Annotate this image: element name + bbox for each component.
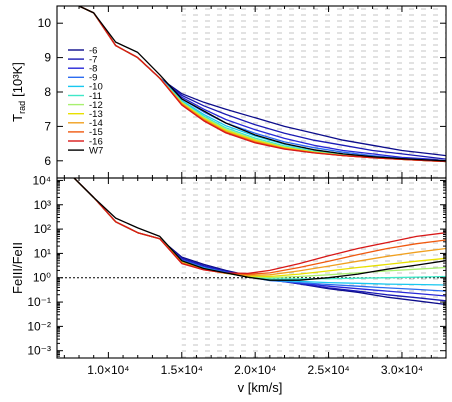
legend-label--12: -12 (89, 100, 103, 111)
legend-label--15: -15 (89, 127, 103, 138)
bottom-curve--16 (73, 178, 446, 275)
legend-label--10: -10 (89, 82, 103, 93)
top-curve-W7 (77, 6, 446, 162)
x-axis-label: v [km/s] (238, 380, 283, 395)
legend-label-W7: W7 (89, 145, 103, 156)
legend-label--16: -16 (89, 136, 103, 147)
x-ticks: 1.0×10⁴ 1.5×10⁴ 2.0×10⁴ 2.5×10⁴ 3.0×10⁴ (63, 6, 447, 377)
legend-label--6: -6 (89, 45, 97, 56)
x-tick-label: 1.5×10⁴ (161, 363, 203, 377)
top-y-tick-label: 9 (44, 51, 51, 65)
top-y-tick-label: 7 (44, 119, 51, 133)
x-tick-label: 3.0×10⁴ (381, 363, 423, 377)
top-y-tick-label: 10 (38, 16, 52, 30)
bottom-frame (56, 177, 447, 359)
legend-label--11: -11 (89, 91, 102, 102)
legend-label--8: -8 (89, 64, 97, 75)
bottom-curve-W7 (73, 178, 446, 281)
bottom-y-tick-label: 10¹ (34, 246, 51, 260)
bottom-y-ticks: 10⁻³ 10⁻² 10⁻¹ 10⁰ 10¹ 10² 10³ 10⁴ (27, 173, 446, 358)
bottom-y-tick-label: 10² (34, 222, 51, 236)
x-tick-label: 1.0×10⁴ (87, 363, 129, 377)
bottom-y-tick-label: 10⁻³ (27, 344, 51, 358)
bottom-y-tick-label: 10⁰ (33, 271, 51, 285)
bottom-y-tick-label: 10³ (34, 198, 51, 212)
bottom-panel: 10⁻³ 10⁻² 10⁻¹ 10⁰ 10¹ 10² 10³ 10⁴ 1.0×10⁴ 1.5×1… (10, 6, 447, 395)
top-y-tick-label: 6 (44, 154, 51, 168)
x-tick-label: 2.0×10⁴ (234, 363, 276, 377)
top-curves (77, 6, 446, 163)
legend-label--13: -13 (89, 109, 103, 120)
x-tick-label: 2.5×10⁴ (307, 363, 349, 377)
bottom-y-tick-label: 10⁴ (32, 173, 51, 187)
bottom-y-tick-label: 10⁻¹ (27, 295, 51, 309)
top-y-tick-label: 8 (44, 85, 51, 99)
bottom-curves (73, 178, 446, 306)
legend-label--14: -14 (89, 118, 103, 129)
legend-label--7: -7 (89, 54, 97, 65)
top-curve--16 (77, 6, 446, 163)
legend-label--9: -9 (89, 73, 97, 84)
top-y-label: Trad[10³K] (10, 62, 27, 122)
bottom-y-label: FeIII/FeII (10, 242, 25, 294)
top-y-ticks: 6 7 8 9 10 (38, 16, 446, 168)
bottom-y-tick-label: 10⁻² (27, 319, 51, 333)
